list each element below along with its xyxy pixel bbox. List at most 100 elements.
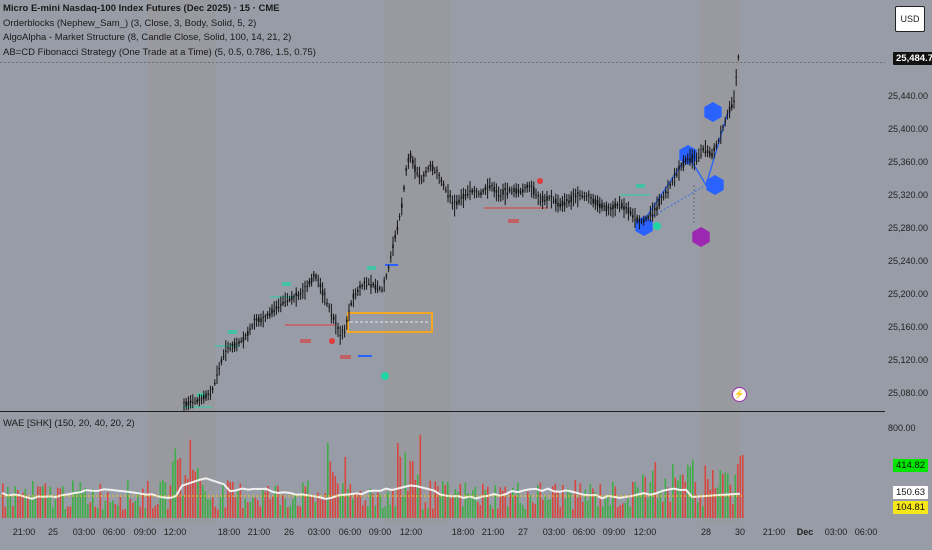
candle-body	[526, 184, 528, 189]
candle-body	[363, 281, 366, 284]
bos-tag	[282, 282, 291, 286]
volume-bar	[72, 480, 74, 518]
candle-body	[537, 195, 539, 197]
volume-bar	[624, 502, 627, 518]
candle-body	[533, 187, 535, 195]
candle-body	[634, 219, 636, 221]
volume-bar	[217, 509, 219, 518]
volume-bar	[479, 505, 482, 518]
candle-body	[451, 202, 454, 204]
volume-bar	[174, 448, 177, 518]
candle-body	[238, 341, 240, 344]
volume-bar	[507, 506, 509, 518]
volume-bar	[519, 502, 522, 518]
candle-body	[429, 164, 432, 167]
candle-body	[621, 203, 623, 208]
candle-body	[695, 160, 698, 162]
last-price-tag: 25,484.75	[893, 52, 932, 65]
volume-bar	[74, 491, 77, 518]
candle-body	[420, 179, 423, 181]
indicator-abcd-strategy[interactable]: AB=CD Fibonacci Strategy (One Trade at a…	[3, 46, 316, 58]
candle-body	[262, 316, 264, 318]
volume-bar	[442, 481, 444, 518]
volume-bar	[279, 505, 282, 518]
time-tick: 06:00	[102, 527, 126, 537]
candle-body	[302, 290, 304, 292]
candle-body	[667, 192, 669, 194]
volume-bar	[109, 502, 112, 518]
orderblock-zone	[347, 312, 433, 333]
candle-body	[702, 148, 704, 151]
volume-bar	[139, 506, 142, 518]
candle-body	[682, 160, 685, 168]
price-tick: 25,240.00	[888, 256, 929, 266]
candle-body	[286, 300, 289, 303]
time-tick: 21:00	[762, 527, 786, 537]
candle-body	[480, 192, 482, 196]
volume-bar	[729, 484, 732, 518]
candle-body	[456, 201, 458, 205]
volume-bar	[587, 500, 589, 518]
volume-bar	[614, 486, 617, 518]
volume-bar	[19, 495, 22, 518]
candle-body	[434, 171, 436, 173]
candle-body	[321, 290, 324, 296]
candle-body	[361, 284, 363, 287]
time-tick: 21:00	[12, 527, 36, 537]
volume-bar	[164, 482, 167, 518]
volume-bar	[159, 481, 162, 518]
candle-body	[392, 244, 394, 249]
volume-bar	[484, 490, 487, 518]
volume-bar	[264, 491, 267, 518]
candle-body	[269, 313, 271, 316]
volume-bar	[347, 489, 349, 518]
volume-bar	[472, 490, 474, 518]
volume-bar	[104, 500, 107, 518]
volume-bar	[364, 500, 367, 518]
volume-bar	[439, 495, 442, 518]
volume-bar	[727, 473, 729, 518]
volume-bar	[2, 483, 4, 518]
candle-body	[438, 174, 440, 176]
volume-bar	[384, 506, 387, 518]
candle-body	[332, 316, 335, 320]
wae-value-tag: 150.63	[893, 486, 929, 499]
candle-body	[431, 165, 434, 171]
price-tick: 25,400.00	[888, 124, 929, 134]
volume-bar	[117, 505, 119, 518]
volume-bar	[272, 496, 274, 518]
currency-button[interactable]: USD	[895, 6, 925, 32]
volume-bar	[397, 443, 399, 518]
candle-body	[343, 331, 346, 333]
candle-body	[524, 187, 526, 189]
volume-bar	[734, 474, 737, 518]
candle-body	[299, 292, 302, 295]
price-tick: 25,280.00	[888, 223, 929, 233]
candle-body	[493, 186, 495, 192]
volume-bar	[609, 505, 612, 518]
volume-bar	[124, 508, 127, 518]
time-tick: 03:00	[72, 527, 96, 537]
candle-body	[689, 158, 691, 163]
volume-bar	[702, 505, 704, 518]
volume-bar	[357, 493, 359, 518]
candle-body	[220, 359, 223, 363]
candle-body	[247, 331, 249, 336]
indicator-orderblocks[interactable]: Orderblocks (Nephew_Sam_) (3, Close, 3, …	[3, 17, 257, 29]
indicator-market-structure[interactable]: AlgoAlpha - Market Structure (8, Candle …	[3, 32, 292, 43]
volume-bar	[692, 459, 694, 518]
candle-body	[194, 403, 196, 405]
volume-bar	[182, 495, 184, 518]
volume-bar	[302, 482, 304, 518]
chart-canvas[interactable]	[0, 0, 885, 522]
choch-tag	[340, 355, 351, 359]
volume-bar	[649, 482, 652, 518]
symbol-title[interactable]: Micro E-mini Nasdaq-100 Index Futures (D…	[3, 3, 280, 14]
volume-bar	[262, 490, 264, 518]
wae-indicator-title[interactable]: WAE [SHK] (150, 20, 40, 20, 2)	[3, 418, 135, 429]
price-tick: 25,120.00	[888, 355, 929, 365]
candle-body	[654, 207, 656, 211]
lightning-icon[interactable]: ⚡	[732, 387, 747, 402]
candle-body	[643, 218, 645, 222]
volume-bar	[602, 506, 604, 518]
